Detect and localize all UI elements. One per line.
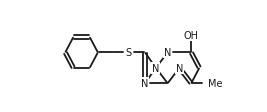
Text: N: N <box>152 63 160 73</box>
Text: N: N <box>176 63 183 73</box>
Text: OH: OH <box>184 31 199 41</box>
Text: S: S <box>125 48 132 58</box>
Text: N: N <box>141 79 149 88</box>
Text: N: N <box>164 48 171 58</box>
Text: Me: Me <box>209 79 223 88</box>
